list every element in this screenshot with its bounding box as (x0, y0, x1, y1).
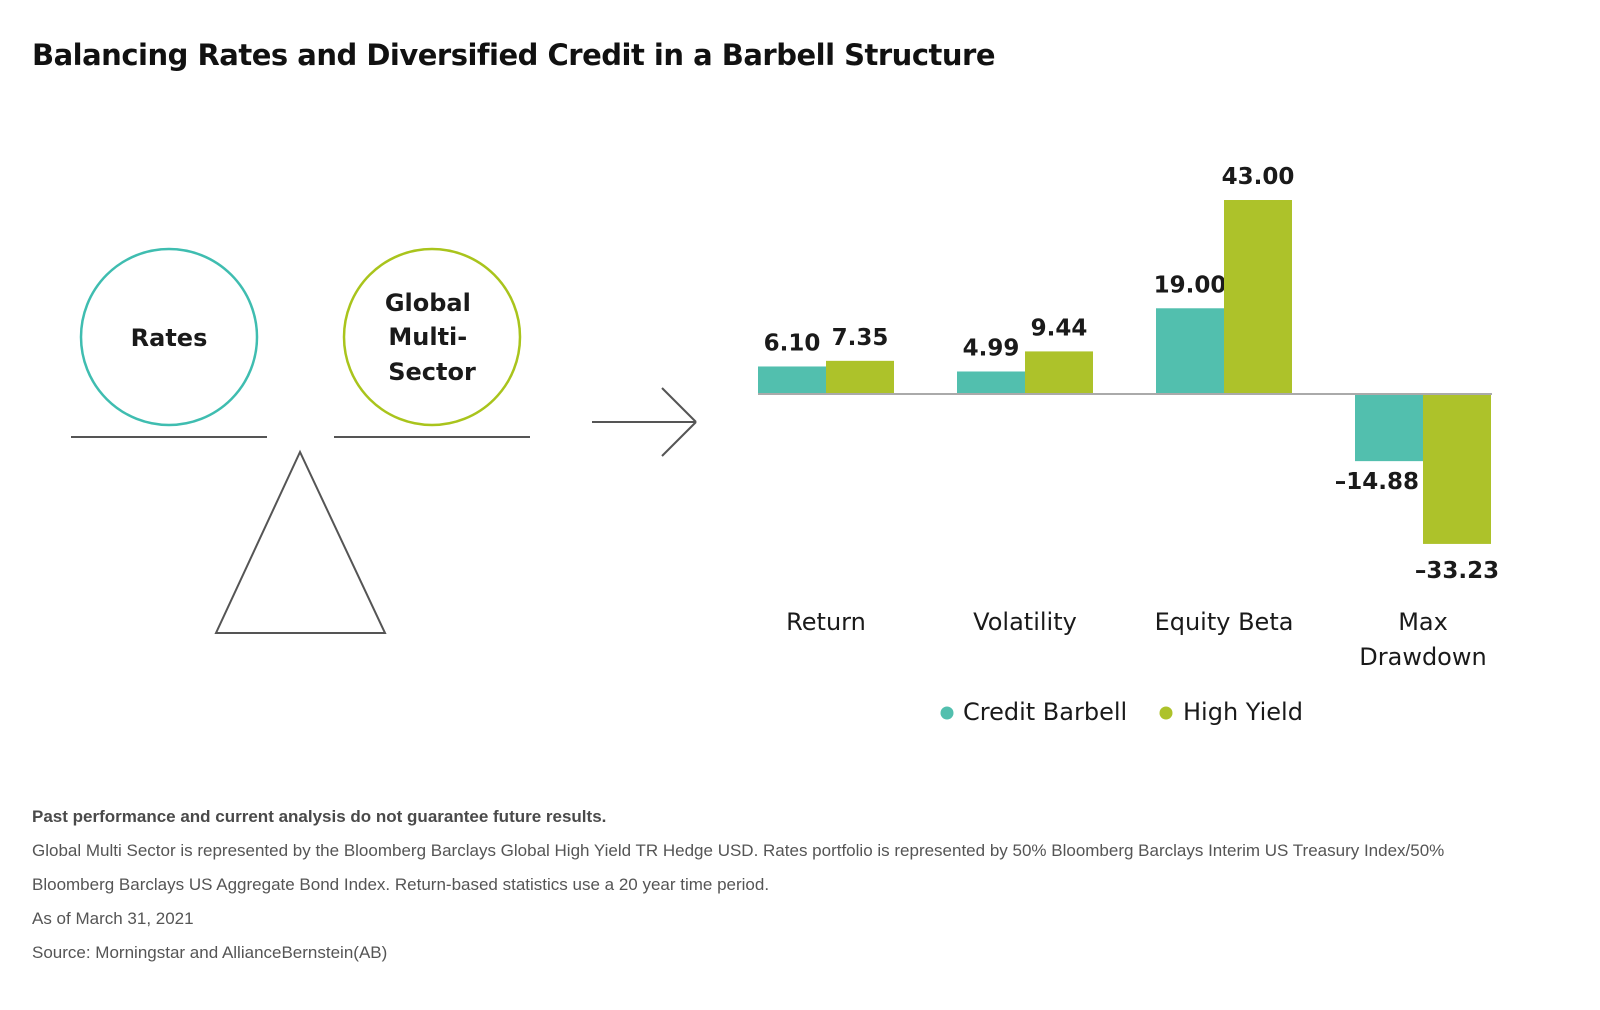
rates-circle (79, 247, 259, 427)
footnote-line: Bloomberg Barclays US Aggregate Bond Ind… (32, 875, 770, 894)
bar-credit-barbell (1355, 394, 1423, 462)
data-label: 7.35 (832, 325, 889, 351)
data-label: 43.00 (1222, 164, 1295, 190)
data-label: 4.99 (963, 335, 1020, 361)
data-label: 9.44 (1031, 315, 1088, 341)
bar-high-yield (1423, 394, 1491, 544)
fulcrum-triangle (214, 449, 387, 634)
global-multi-sector-circle (342, 247, 522, 427)
barbell-diagram: Rates Global Multi- Sector (71, 247, 530, 634)
data-label: 6.10 (764, 330, 821, 356)
category-label: Equity Beta (1155, 608, 1294, 636)
global-multi-sector-label-line: Global (385, 289, 471, 317)
data-label: –14.88 (1335, 469, 1419, 495)
category-label: Return (786, 608, 866, 636)
bar-high-yield (1224, 200, 1292, 394)
category-label: Volatility (973, 608, 1077, 636)
rates-label: Rates (131, 324, 208, 352)
category-label: Max Drawdown (1359, 608, 1486, 671)
chart-title: Balancing Rates and Diversified Credit i… (32, 38, 996, 72)
bar-high-yield (826, 360, 894, 394)
data-label: 19.00 (1154, 272, 1227, 298)
global-multi-sector-label-line: Multi- (388, 323, 467, 351)
barbell-figure: Rates Global Multi- Sector 6.10 7.35 Retur… (71, 164, 1499, 726)
global-multi-sector-label: Global Multi- Sector (385, 289, 479, 386)
legend-marker (940, 706, 954, 720)
footnotes: Past performance and current analysis do… (32, 800, 1552, 970)
bar-credit-barbell (1156, 308, 1224, 394)
bar-chart: 6.10 7.35 Return 4.99 9.44 Volatility 19.00 43.… (758, 164, 1499, 726)
data-label: –33.23 (1415, 558, 1499, 584)
legend-label: High Yield (1183, 698, 1303, 726)
source-text: Source: Morningstar and AllianceBernstei… (32, 943, 388, 962)
disclaimer-text: Past performance and current analysis do… (32, 807, 607, 826)
bar-high-yield (1025, 351, 1093, 394)
bar-credit-barbell (957, 371, 1025, 394)
footnote-line: Global Multi Sector is represented by th… (32, 841, 1445, 860)
arrow-right-icon (592, 387, 697, 457)
global-multi-sector-label-line: Sector (388, 358, 476, 386)
bar-credit-barbell (758, 366, 826, 394)
as-of-date: As of March 31, 2021 (32, 909, 194, 928)
legend-marker (1159, 706, 1173, 720)
legend-label: Credit Barbell (963, 698, 1127, 726)
